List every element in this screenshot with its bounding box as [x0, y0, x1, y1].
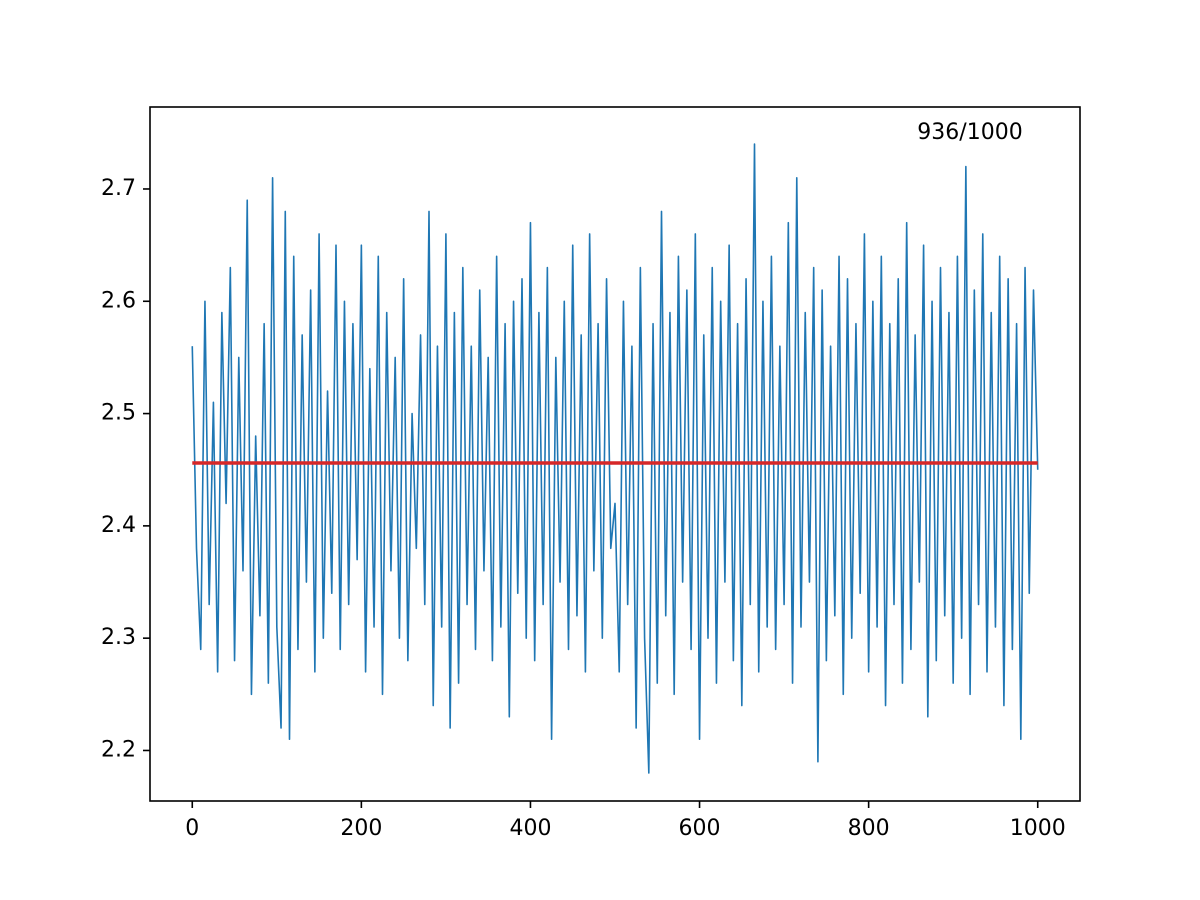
axes-frame: [149, 106, 1081, 802]
y-tick-label: 2.5: [101, 401, 136, 426]
y-tick-label: 2.6: [101, 288, 136, 313]
y-tick-label: 2.4: [101, 513, 136, 538]
annotation: 936/1000: [917, 120, 1022, 145]
series-line: [191, 143, 1039, 774]
x-tick-label: 400: [509, 816, 551, 841]
x-tick-label: 0: [185, 816, 199, 841]
x-tick-label: 600: [679, 816, 721, 841]
y-tick-label: 2.7: [101, 176, 136, 201]
x-tick-label: 1000: [1010, 816, 1066, 841]
y-tick-label: 2.3: [101, 625, 136, 650]
x-tick-label: 200: [340, 816, 382, 841]
plot-area: [191, 143, 1039, 774]
x-tick-label: 800: [848, 816, 890, 841]
y-tick-label: 2.2: [101, 737, 136, 762]
